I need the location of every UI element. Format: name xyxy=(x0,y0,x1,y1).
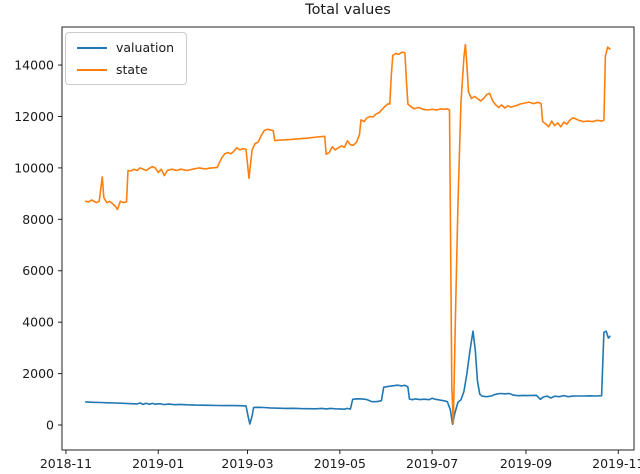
y-tick-label: 14000 xyxy=(14,58,54,73)
legend-item-valuation: valuation xyxy=(77,40,174,55)
y-tick-label: 8000 xyxy=(22,212,54,227)
legend-line-swatch-valuation xyxy=(77,46,107,49)
series-line-state xyxy=(84,43,611,425)
series-line-valuation xyxy=(84,330,611,426)
x-tick-label: 2019-11 xyxy=(592,456,640,471)
x-tick-label: 2019-09 xyxy=(500,456,552,471)
y-tick-label: 10000 xyxy=(14,160,54,175)
legend-label: state xyxy=(116,62,148,77)
y-tick-label: 2000 xyxy=(22,366,54,381)
x-tick-label: 2019-07 xyxy=(406,456,458,471)
legend-label: valuation xyxy=(116,40,175,55)
y-tick-label: 0 xyxy=(46,418,54,433)
x-tick-label: 2019-05 xyxy=(314,456,366,471)
y-tick-label: 12000 xyxy=(14,109,54,124)
x-tick-label: 2018-11 xyxy=(40,456,92,471)
x-tick-label: 2019-03 xyxy=(221,456,273,471)
plot-border xyxy=(61,26,635,451)
y-tick-label: 4000 xyxy=(22,315,54,330)
legend: valuation state xyxy=(65,32,188,85)
legend-item-state: state xyxy=(77,62,174,77)
legend-line-swatch-state xyxy=(77,68,107,71)
y-tick-label: 6000 xyxy=(22,263,54,278)
chart-title: Total values xyxy=(305,2,391,18)
x-tick-label: 2019-01 xyxy=(132,456,184,471)
